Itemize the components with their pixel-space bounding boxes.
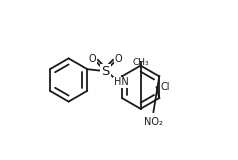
Text: NO₂: NO₂ <box>144 117 163 127</box>
Text: HN: HN <box>114 77 129 87</box>
Text: S: S <box>101 65 109 78</box>
Text: Cl: Cl <box>161 82 170 92</box>
Text: O: O <box>115 54 123 64</box>
Text: O: O <box>88 54 96 64</box>
Text: CH₃: CH₃ <box>132 58 149 67</box>
